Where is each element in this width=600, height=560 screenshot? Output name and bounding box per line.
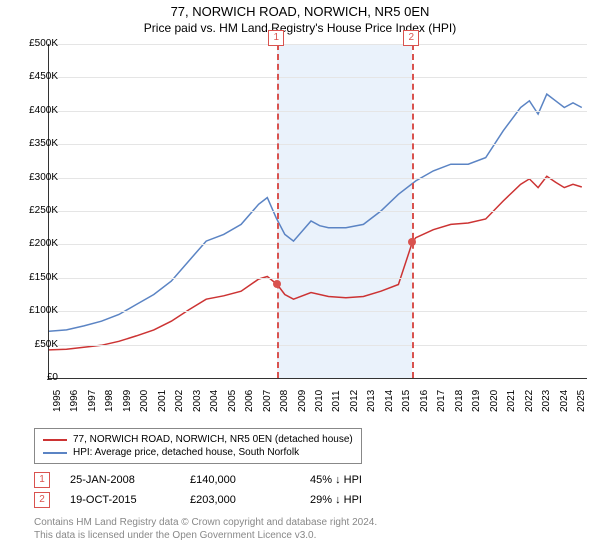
x-axis-label: 2011 xyxy=(331,390,342,412)
x-axis-label: 2015 xyxy=(401,390,412,412)
y-axis-label: £200K xyxy=(10,238,58,249)
y-axis-label: £150K xyxy=(10,272,58,283)
sale-vline xyxy=(412,44,414,378)
sale-marker-1: 1 xyxy=(34,472,50,488)
sale-date-2: 19-OCT-2015 xyxy=(70,494,170,506)
x-axis-label: 2012 xyxy=(349,390,360,412)
sale-row-1: 1 25-JAN-2008 £140,000 45% ↓ HPI xyxy=(34,470,410,490)
gridline xyxy=(49,278,587,279)
y-axis-label: £350K xyxy=(10,138,58,149)
x-axis-label: 2024 xyxy=(559,390,570,412)
y-axis-label: £100K xyxy=(10,305,58,316)
x-axis-label: 2022 xyxy=(524,390,535,412)
footer: Contains HM Land Registry data © Crown c… xyxy=(34,516,377,542)
x-axis-label: 2005 xyxy=(227,390,238,412)
sale-vline xyxy=(277,44,279,378)
x-axis-label: 2010 xyxy=(314,390,325,412)
x-axis-label: 2018 xyxy=(454,390,465,412)
x-axis-label: 2016 xyxy=(419,390,430,412)
sale-marker-box: 2 xyxy=(403,30,419,46)
title-address: 77, NORWICH ROAD, NORWICH, NR5 0EN xyxy=(0,4,600,19)
legend-label-hpi: HPI: Average price, detached house, Sout… xyxy=(73,447,299,458)
x-axis-label: 1996 xyxy=(69,390,80,412)
gridline xyxy=(49,178,587,179)
x-axis-label: 2017 xyxy=(436,390,447,412)
sale-price-1: £140,000 xyxy=(190,474,290,486)
sale-marker-box: 1 xyxy=(268,30,284,46)
gridline xyxy=(49,345,587,346)
gridline xyxy=(49,211,587,212)
x-axis-label: 1999 xyxy=(122,390,133,412)
x-axis-label: 2001 xyxy=(157,390,168,412)
y-axis-label: £450K xyxy=(10,71,58,82)
sale-marker-2: 2 xyxy=(34,492,50,508)
y-axis-label: £500K xyxy=(10,38,58,49)
x-axis-label: 1998 xyxy=(104,390,115,412)
x-axis-label: 2009 xyxy=(297,390,308,412)
x-axis-label: 1997 xyxy=(87,390,98,412)
chart-area xyxy=(48,44,587,379)
sale-date-1: 25-JAN-2008 xyxy=(70,474,170,486)
legend: 77, NORWICH ROAD, NORWICH, NR5 0EN (deta… xyxy=(34,428,362,464)
x-axis-label: 2014 xyxy=(384,390,395,412)
gridline xyxy=(49,311,587,312)
chart-container: 77, NORWICH ROAD, NORWICH, NR5 0EN Price… xyxy=(0,0,600,560)
y-axis-label: £250K xyxy=(10,205,58,216)
legend-swatch-hpi xyxy=(43,452,67,454)
legend-row-property: 77, NORWICH ROAD, NORWICH, NR5 0EN (deta… xyxy=(43,433,353,446)
footer-line-2: This data is licensed under the Open Gov… xyxy=(34,529,377,542)
series-hpi xyxy=(49,94,582,331)
legend-row-hpi: HPI: Average price, detached house, Sout… xyxy=(43,446,353,459)
x-axis-label: 2013 xyxy=(366,390,377,412)
x-axis-label: 2020 xyxy=(489,390,500,412)
sale-point xyxy=(273,280,281,288)
x-axis-label: 2000 xyxy=(139,390,150,412)
legend-label-property: 77, NORWICH ROAD, NORWICH, NR5 0EN (deta… xyxy=(73,434,353,445)
x-axis-label: 2019 xyxy=(471,390,482,412)
title-subtitle: Price paid vs. HM Land Registry's House … xyxy=(0,21,600,35)
footer-line-1: Contains HM Land Registry data © Crown c… xyxy=(34,516,377,529)
legend-swatch-property xyxy=(43,439,67,441)
titles: 77, NORWICH ROAD, NORWICH, NR5 0EN Price… xyxy=(0,0,600,35)
gridline xyxy=(49,244,587,245)
x-axis-label: 2003 xyxy=(192,390,203,412)
sale-delta-2: 29% ↓ HPI xyxy=(310,494,410,506)
x-axis-label: 2025 xyxy=(576,390,587,412)
gridline xyxy=(49,44,587,45)
x-axis-label: 2021 xyxy=(506,390,517,412)
x-axis-label: 2002 xyxy=(174,390,185,412)
y-axis-label: £300K xyxy=(10,172,58,183)
sale-point xyxy=(408,238,416,246)
x-axis-label: 2004 xyxy=(209,390,220,412)
sale-row-2: 2 19-OCT-2015 £203,000 29% ↓ HPI xyxy=(34,490,410,510)
sales-table: 1 25-JAN-2008 £140,000 45% ↓ HPI 2 19-OC… xyxy=(34,470,410,510)
x-axis-label: 1995 xyxy=(52,390,63,412)
gridline xyxy=(49,144,587,145)
series-property xyxy=(49,176,582,350)
gridline xyxy=(49,77,587,78)
x-axis-label: 2023 xyxy=(541,390,552,412)
sale-price-2: £203,000 xyxy=(190,494,290,506)
x-axis-label: 2006 xyxy=(244,390,255,412)
y-axis-label: £400K xyxy=(10,105,58,116)
sale-delta-1: 45% ↓ HPI xyxy=(310,474,410,486)
x-axis-label: 2007 xyxy=(262,390,273,412)
gridline xyxy=(49,111,587,112)
x-axis-label: 2008 xyxy=(279,390,290,412)
y-axis-label: £0 xyxy=(10,372,58,383)
y-axis-label: £50K xyxy=(10,339,58,350)
